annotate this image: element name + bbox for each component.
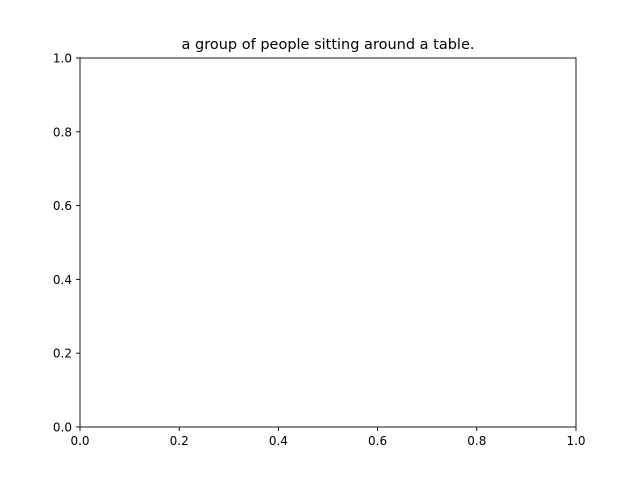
plot-area <box>80 58 576 427</box>
y-tick-label: 0.0 <box>53 421 72 435</box>
x-tick-label: 0.2 <box>170 434 189 448</box>
x-tick-label: 0.6 <box>368 434 387 448</box>
y-tick-label: 0.6 <box>53 199 72 213</box>
chart-title: a group of people sitting around a table… <box>182 37 475 53</box>
y-tick-label: 1.0 <box>53 52 72 66</box>
x-tick-label: 0.4 <box>269 434 288 448</box>
x-tick-label: 0.0 <box>70 434 89 448</box>
axes-frame <box>79 57 577 428</box>
y-axis-ticks: 0.0 0.2 0.4 0.6 0.8 1.0 <box>53 52 80 435</box>
x-tick-label: 1.0 <box>566 434 585 448</box>
x-axis-ticks: 0.0 0.2 0.4 0.6 0.8 1.0 <box>70 427 586 448</box>
x-tick-label: 0.8 <box>467 434 486 448</box>
y-tick-label: 0.2 <box>53 347 72 361</box>
y-tick-label: 0.4 <box>53 273 72 287</box>
y-tick-label: 0.8 <box>53 125 72 139</box>
